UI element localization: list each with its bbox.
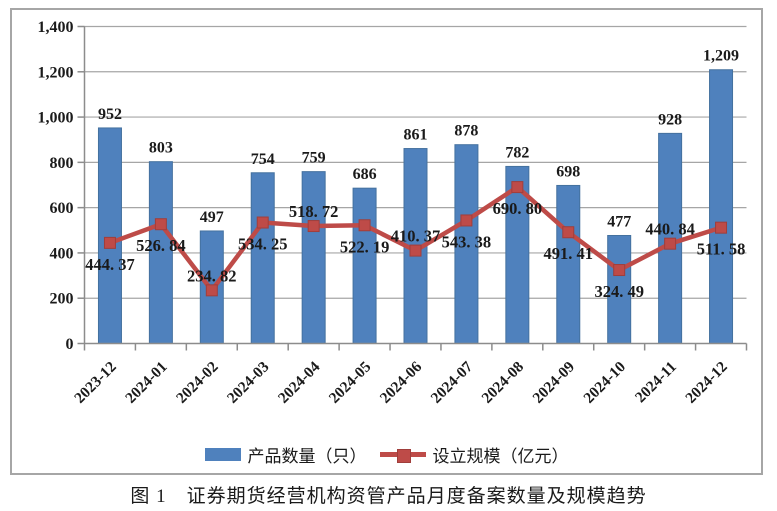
bar-value-label: 861 [404, 127, 428, 144]
bar-series-swatch-icon [204, 448, 241, 461]
bar-value-label: 878 [454, 123, 478, 140]
x-tick-label: 2024-12 [682, 358, 731, 407]
bar-value-label: 497 [200, 209, 224, 226]
bar [250, 172, 275, 344]
legend-label-line-series: 设立规模（亿元） [432, 447, 569, 466]
bar-value-label: 803 [149, 140, 173, 157]
x-tick-label: 2024-03 [224, 358, 273, 407]
legend-item-bar-series: 产品数量（只） [204, 442, 367, 467]
bar-value-label: 1,209 [703, 48, 739, 65]
bar [97, 127, 122, 344]
y-tick-label: 1,400 [38, 19, 74, 36]
line-marker [562, 226, 575, 239]
bar-value-label: 759 [302, 150, 326, 167]
y-tick-label: 1,200 [38, 64, 74, 81]
line-marker [409, 244, 422, 257]
x-tick-label: 2024-05 [326, 358, 375, 407]
line-value-label: 410. 37 [391, 227, 441, 246]
x-tick-label: 2024-06 [377, 358, 426, 407]
x-tick-label: 2024-07 [428, 358, 477, 407]
legend-label-bar-series: 产品数量（只） [247, 447, 367, 466]
line-value-label: 690. 80 [493, 199, 543, 218]
x-tick-label: 2024-08 [479, 358, 528, 407]
bar-value-label: 686 [353, 166, 377, 183]
bar-value-label: 477 [607, 213, 631, 230]
line-value-label: 534. 25 [238, 235, 288, 254]
line-value-label: 234. 82 [187, 266, 237, 285]
figure-border: 0 200 400 600 800 1,000 1,200 1,400 2023-12 2024-… [10, 8, 763, 475]
line-value-label: 444. 37 [85, 255, 135, 274]
line-marker [715, 221, 728, 234]
bar-value-label: 698 [556, 163, 580, 180]
x-tick-label: 2024-11 [632, 358, 680, 406]
bar-value-label: 952 [98, 106, 122, 123]
figure-caption: 图 1 证券期货经营机构资管产品月度备案数量及规模趋势 [130, 486, 647, 507]
line-marker [256, 216, 269, 229]
x-tick-label: 2024-01 [122, 358, 171, 407]
y-tick-label: 400 [50, 245, 74, 262]
line-value-label: 440. 84 [645, 220, 695, 239]
line-value-label: 543. 38 [442, 232, 492, 251]
bar-value-label: 782 [505, 144, 529, 161]
bar [301, 171, 326, 344]
bar [709, 69, 734, 344]
line-marker [664, 237, 677, 250]
line-value-label: 526. 84 [136, 236, 186, 255]
line-value-label: 518. 72 [289, 202, 339, 221]
y-tick-label: 1,000 [38, 110, 74, 127]
bar-value-label: 928 [658, 111, 682, 128]
line-marker [103, 236, 116, 249]
line-marker [613, 264, 626, 277]
line-marker [154, 218, 167, 231]
line-value-label: 522. 19 [340, 237, 390, 256]
y-tick-label: 600 [50, 200, 74, 217]
chart-legend: 产品数量（只） 设立规模（亿元） [12, 442, 761, 467]
line-marker [358, 219, 371, 232]
x-tick-label: 2024-09 [530, 358, 579, 407]
line-marker [511, 181, 524, 194]
line-value-label: 511. 58 [697, 240, 746, 259]
legend-item-line-series: 设立规模（亿元） [379, 442, 569, 467]
line-marker [205, 284, 218, 297]
line-value-label: 491. 41 [544, 244, 594, 263]
x-tick-label: 2024-04 [275, 358, 324, 407]
y-tick-label: 800 [50, 155, 74, 172]
line-marker-icon [396, 448, 411, 463]
x-tick-label: 2024-10 [580, 358, 629, 407]
x-tick-label: 2023-12 [71, 358, 120, 407]
y-tick-label: 0 [66, 336, 74, 353]
line-series-swatch-icon [379, 448, 426, 463]
bar [352, 187, 377, 344]
x-tick-label: 2024-02 [173, 358, 222, 407]
line-marker [307, 220, 320, 233]
line-value-label: 324. 49 [594, 282, 644, 301]
bar [556, 184, 581, 344]
y-tick-label: 200 [50, 291, 74, 308]
bar-value-label: 754 [251, 151, 275, 168]
line-marker [460, 214, 473, 227]
